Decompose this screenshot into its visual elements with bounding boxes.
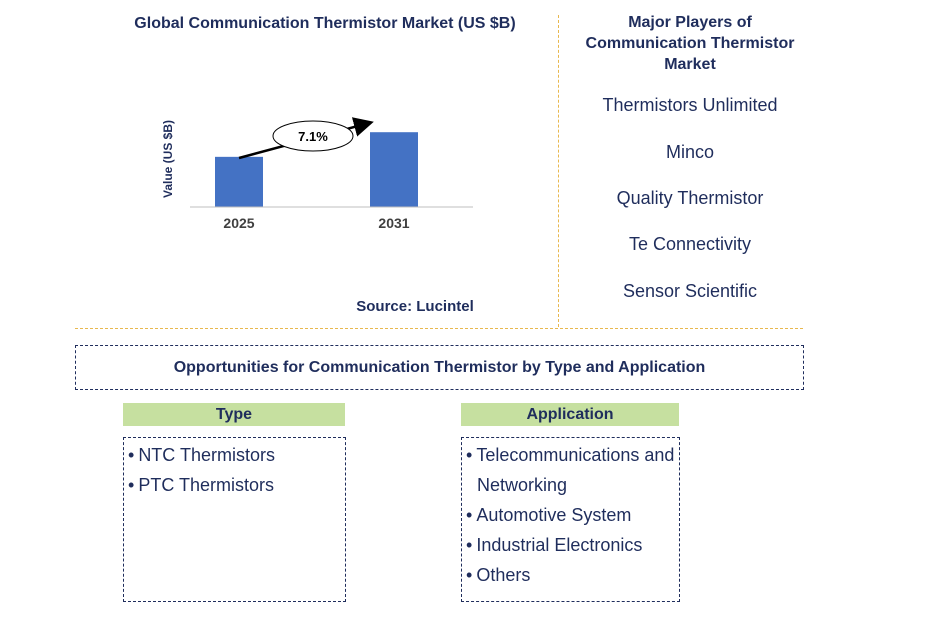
- player-item: Thermistors Unlimited: [602, 95, 778, 115]
- cagr-ellipse: [272, 120, 354, 152]
- player-item: Sensor Scientific: [622, 281, 758, 301]
- source-label: Source: Lucintel: [356, 298, 474, 315]
- application-item: Telecommunications and Networking: [466, 440, 675, 500]
- player-item: Minco: [665, 142, 714, 162]
- type-item: PTC Thermistors: [128, 470, 341, 500]
- cagr-label: 7.1%: [298, 129, 328, 144]
- application-header: Application: [461, 403, 679, 426]
- x-tick-label: 2025: [223, 215, 254, 231]
- chart-title: Global Communication Thermistor Market (…: [134, 15, 516, 32]
- horizontal-divider: [75, 328, 803, 329]
- application-item: Automotive System: [466, 500, 675, 530]
- y-axis-label: Value (US $B): [161, 120, 175, 198]
- vertical-divider: [558, 15, 559, 327]
- application-item: Others: [466, 560, 675, 590]
- type-header: Type: [123, 403, 345, 426]
- type-list: NTC Thermistors PTC Thermistors: [123, 437, 346, 602]
- player-item: Quality Thermistor: [616, 188, 764, 208]
- players-title: Major Players of Communication Thermisto…: [585, 14, 795, 73]
- opportunities-title: Opportunities for Communication Thermist…: [75, 345, 804, 390]
- bar-2031: [370, 132, 418, 207]
- bar-chart: Value (US $B) 2025 2031 7.1%: [161, 117, 473, 231]
- application-list: Telecommunications and Networking Automo…: [461, 437, 680, 602]
- application-item: Industrial Electronics: [466, 530, 675, 560]
- type-item: NTC Thermistors: [128, 440, 341, 470]
- bar-2025: [215, 156, 263, 207]
- x-tick-label: 2031: [378, 215, 409, 231]
- player-item: Te Connectivity: [628, 234, 752, 254]
- cagr-annotation: 7.1%: [238, 117, 374, 160]
